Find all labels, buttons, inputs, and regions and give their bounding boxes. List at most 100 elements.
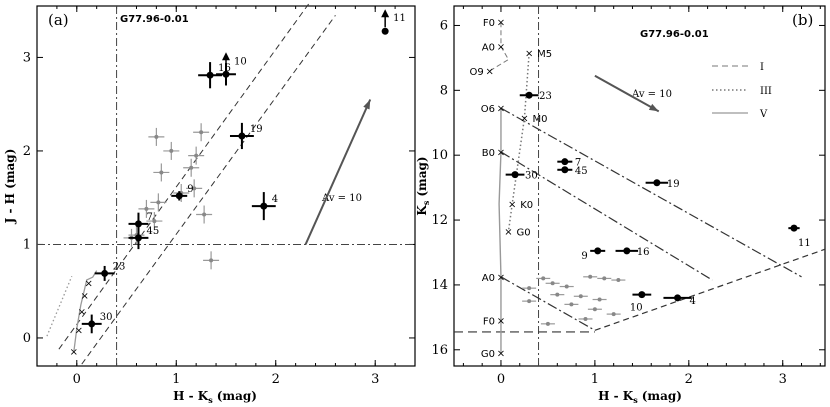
- panel-a-faint-source: [189, 165, 194, 170]
- panel-a-faint-source: [152, 219, 157, 224]
- panel-b-title: G77.96-0.01: [640, 29, 709, 40]
- panel-b-source-9: [594, 247, 602, 255]
- legend-label-class-v: V: [759, 109, 768, 120]
- panel-b-faint-source: [527, 299, 532, 304]
- panel-b-spectral-label: A0: [482, 43, 495, 54]
- panel-a-reddening-band-0: [58, 1, 311, 350]
- panel-a-reddening-vector: [304, 99, 372, 245]
- panel-a-reddening-label: Av = 10: [321, 193, 362, 204]
- panel-b-supergiant-locus: [489, 22, 510, 72]
- panel-a-faint-source: [159, 170, 164, 175]
- panel-a-source-10-limit-arrow: [222, 52, 230, 61]
- panel-b-spectral-label: F0: [483, 18, 495, 29]
- x-tick-label: 2: [272, 372, 280, 387]
- panel-b-reddening-vector: [594, 74, 660, 113]
- y-tick-label: 8: [440, 83, 448, 98]
- panel-a-faint-source: [194, 153, 199, 158]
- panel-b-spectral-marker: ×: [497, 18, 505, 29]
- y-tick-label: 6: [440, 18, 448, 33]
- panel-b-source-label-11: 11: [798, 238, 811, 249]
- x-tick-label: 2: [685, 372, 693, 387]
- panel-a-main-sequence-locus: [73, 270, 98, 353]
- panel-a-locus-marker: ×: [78, 307, 86, 318]
- panel-b-source-30: [511, 171, 519, 179]
- panel-a-label: (a): [48, 11, 69, 29]
- panel-a-source-11-limit-arrow: [381, 9, 390, 18]
- panel-b-reddening-line-0: [500, 107, 802, 278]
- panel-b-source-16: [623, 247, 631, 255]
- x-tick-label: 3: [779, 372, 787, 387]
- panel-a-source-label-4: 4: [272, 194, 278, 205]
- panel-b-source-label-9: 9: [581, 251, 587, 262]
- panel-b-source-19: [653, 179, 661, 187]
- x-tick-label: 3: [371, 372, 379, 387]
- panel-b-spectral-label: M5: [537, 49, 552, 60]
- panel-a-faint-source: [144, 206, 149, 211]
- panel-a-faint-source: [169, 148, 174, 153]
- legend-label-class-iii: III: [760, 86, 772, 97]
- panel-a-faint-source: [209, 258, 214, 263]
- panel-b-faint-source: [602, 276, 607, 281]
- x-tick-label: 1: [172, 372, 180, 387]
- x-tick-label: 0: [497, 372, 505, 387]
- panel-b-source-7: [561, 158, 569, 166]
- panel-b-faint-source: [583, 316, 588, 321]
- y-tick-label: 3: [23, 50, 31, 65]
- panel-b-faint-source: [541, 276, 546, 281]
- y-tick-label: 14: [431, 278, 448, 293]
- panel-a-source-23: [101, 269, 109, 277]
- panel-a-source-label-16: 16: [218, 63, 231, 74]
- panel-b-reddening-line-2: [500, 276, 596, 331]
- panel-b-faint-source: [550, 281, 555, 286]
- panel-a-reddening-vector-head: [363, 99, 371, 110]
- panel-b-source-label-45: 45: [575, 166, 588, 177]
- panel-a-y-axis-label: J - H (mag): [3, 149, 17, 225]
- panel-a-reddening-band-1: [81, 15, 336, 365]
- y-tick-label: 16: [431, 343, 448, 358]
- panel-b-legend: I III V: [712, 62, 772, 120]
- panel-b-spectral-label: F0: [483, 317, 495, 328]
- panel-b-spectral-label: M0: [532, 114, 547, 125]
- y-tick-label: 2: [23, 144, 31, 159]
- panel-a-faint-source: [192, 186, 197, 191]
- panel-b-reddening-vector-head: [648, 103, 659, 112]
- panel-a-locus-marker: ×: [85, 279, 93, 290]
- panel-a-source-45: [134, 234, 142, 242]
- legend-label-class-i: I: [760, 62, 764, 73]
- y-tick-label: 0: [23, 331, 31, 346]
- x-tick-label: 1: [591, 372, 599, 387]
- panel-b-source-label-23: 23: [539, 91, 552, 102]
- panel-a-locus-marker: ×: [81, 291, 89, 302]
- panel-b-spectral-label: O9: [469, 67, 483, 78]
- panel-a-locus-marker: ×: [75, 325, 83, 336]
- panel-a-faint-source: [154, 134, 159, 139]
- panel-b-y-axis-label: Ks(mag): [415, 156, 431, 215]
- y-tick-label: 10: [431, 148, 448, 163]
- panel-a-source-16: [206, 71, 214, 79]
- panel-a-source-label-7: 7: [146, 212, 152, 223]
- panel-b-x-axis-label: H - Ks (mag): [598, 389, 682, 405]
- panel-b-faint-source: [555, 292, 560, 297]
- panel-b-spectral-marker: ×: [497, 349, 505, 360]
- panel-b-source-label-4: 4: [690, 296, 696, 307]
- panel-b-source-label-16: 16: [637, 247, 650, 258]
- panel-b-spectral-marker: ×: [504, 227, 512, 238]
- panel-b-source-label-10: 10: [630, 303, 643, 314]
- panel-a-source-label-10: 10: [234, 56, 247, 67]
- panel-a-giant-branch: [46, 275, 73, 337]
- panel-b-spectral-label: B0: [482, 148, 495, 159]
- panel-b-reddening-label: Av = 10: [631, 89, 672, 100]
- panel-b-color-magnitude-diagram: (b) G77.96-0.01 H - Ks (mag) Ks(mag) Av =…: [415, 5, 826, 405]
- panel-b-source-11: [790, 224, 798, 232]
- panel-b-source-45: [561, 166, 569, 174]
- panel-b-dwarf-locus: [498, 108, 502, 354]
- panel-a-x-axis-label: H - Ks (mag): [173, 389, 257, 405]
- panel-b-spectral-marker: ×: [520, 113, 528, 124]
- panel-b-spectral-label: O6: [481, 104, 495, 115]
- panel-a-source-9: [175, 192, 183, 200]
- panel-a-source-7: [134, 220, 142, 228]
- panel-b-faint-source: [545, 321, 550, 326]
- panel-a-source-10: [222, 70, 230, 78]
- panel-b-spectral-label: K0: [520, 200, 533, 211]
